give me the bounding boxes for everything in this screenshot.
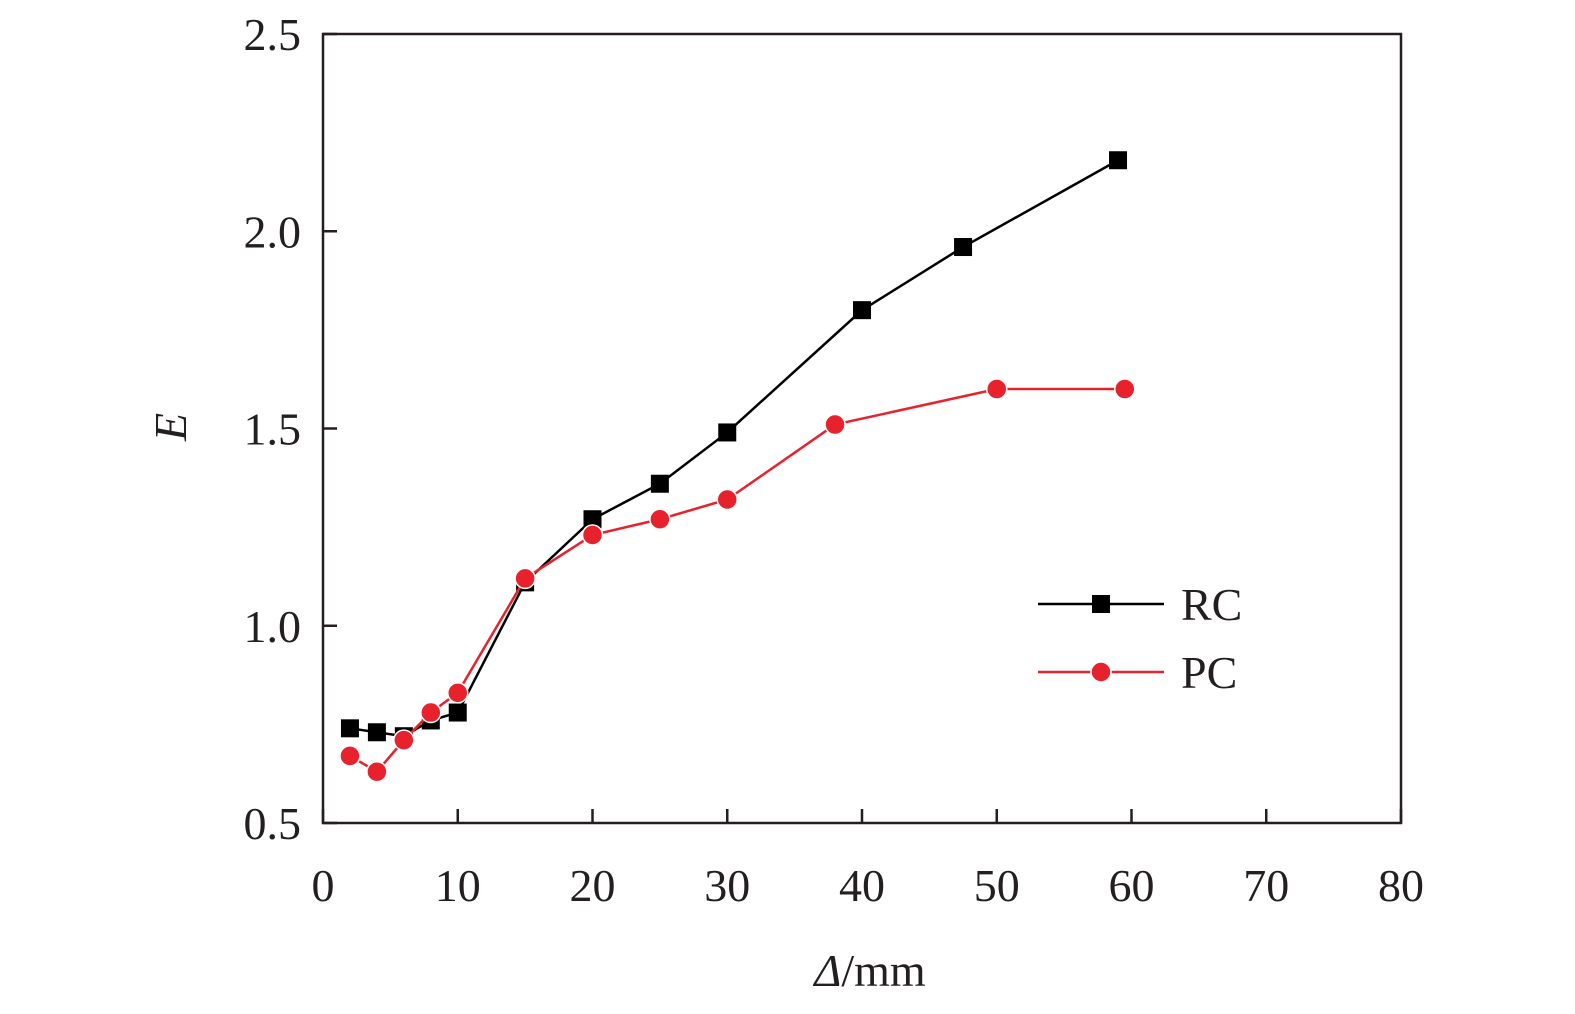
series-pc-point <box>1114 378 1136 400</box>
series-pc-point <box>366 760 388 783</box>
plot-frame <box>321 32 1403 825</box>
x-tick-label: 0 <box>312 860 335 911</box>
x-tick-label: 40 <box>839 860 885 911</box>
series-pc-point <box>420 701 442 724</box>
series-pc-point <box>824 413 846 436</box>
y-axis-ticks: 0.5 1.0 1.5 2.0 2.5 <box>244 9 337 849</box>
series-pc-point <box>986 378 1008 400</box>
series-layer <box>339 151 1136 783</box>
x-tick-label: 60 <box>1109 860 1155 911</box>
x-axis-ticks: 0 10 20 30 40 50 60 70 80 <box>312 809 1424 911</box>
series-rc-point <box>1109 151 1128 170</box>
y-tick-label: 0.5 <box>244 798 302 849</box>
x-tick-label: 30 <box>704 860 750 911</box>
legend-item-rc: RC <box>1038 579 1242 630</box>
y-axis-title: E <box>145 413 196 442</box>
x-tick-label: 10 <box>435 860 481 911</box>
legend-item-pc: PC <box>1038 647 1237 698</box>
series-rc-point <box>448 703 467 722</box>
series-pc-point <box>649 508 671 530</box>
y-tick-label: 2.5 <box>244 9 302 60</box>
series-pc-point <box>581 524 604 546</box>
series-pc-point <box>447 682 469 704</box>
legend-label-pc: PC <box>1181 647 1237 698</box>
x-tick-label: 80 <box>1378 860 1424 911</box>
series-pc-point <box>514 567 536 590</box>
y-tick-label: 1.5 <box>244 404 302 455</box>
series-pc-point <box>393 729 415 751</box>
x-tick-label: 70 <box>1243 860 1289 911</box>
series-rc-point <box>853 301 871 320</box>
x-axis-title: Δ/mm <box>812 945 926 996</box>
series-rc-point <box>340 719 359 738</box>
x-axis-title-unit: /mm <box>841 945 926 996</box>
series-rc-line <box>349 159 1119 738</box>
legend-label-rc: RC <box>1181 579 1242 630</box>
x-tick-label: 50 <box>974 860 1020 911</box>
x-axis-title-symbol: Δ <box>812 945 841 996</box>
series-rc <box>340 151 1128 746</box>
y-tick-label: 2.0 <box>244 206 302 257</box>
series-pc-point <box>716 488 738 511</box>
series-rc-point <box>367 723 386 742</box>
legend: RC PC <box>1038 579 1242 698</box>
series-rc-point <box>650 474 669 493</box>
series-pc-point <box>339 745 361 767</box>
legend-marker-pc <box>1090 661 1112 683</box>
series-rc-point <box>583 510 602 529</box>
series-rc-point <box>954 238 973 257</box>
y-tick-label: 1.0 <box>244 601 302 652</box>
x-tick-label: 20 <box>570 860 616 911</box>
legend-marker-rc <box>1092 595 1110 613</box>
series-pc <box>339 378 1136 783</box>
series-rc-point <box>718 423 737 442</box>
